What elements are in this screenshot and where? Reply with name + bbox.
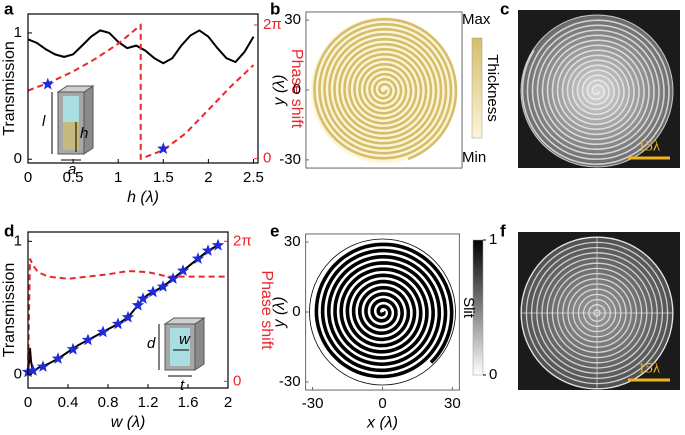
- y2-tick-label: 2π: [263, 16, 282, 33]
- y-tick-label: 0: [293, 81, 301, 98]
- panel-label: f: [500, 221, 506, 240]
- y2-tick-label: 2π: [233, 232, 252, 249]
- y-tick-label: 30: [284, 11, 301, 28]
- colorbar-tick-label: 1: [489, 231, 497, 248]
- y-tick-label: 0: [292, 303, 300, 320]
- y-axis-label: Transmission: [1, 41, 18, 136]
- data-point: [136, 292, 150, 304]
- panel-label: c: [500, 0, 509, 18]
- data-point: [146, 285, 160, 298]
- data-point: [36, 360, 50, 372]
- inset-label: d: [147, 335, 156, 352]
- y-tick-label: 1: [14, 232, 22, 249]
- data-point: [26, 364, 40, 376]
- x-tick-label: -30: [302, 395, 324, 412]
- block-fill-lower: [63, 122, 79, 150]
- data-point: [157, 142, 170, 154]
- data-point: [201, 244, 215, 256]
- y-tick-label: 30: [284, 233, 301, 250]
- data-point: [166, 272, 180, 284]
- data-line: [27, 22, 255, 161]
- colorbar-label: Min: [462, 149, 486, 166]
- data-line: [27, 258, 228, 371]
- panel-label: b: [270, 0, 280, 18]
- data-point: [96, 325, 110, 338]
- colorbar-label: Max: [462, 11, 491, 28]
- block-side: [194, 317, 205, 371]
- colorbar-title: Thickness: [484, 54, 501, 122]
- inset-schematic: d w t: [147, 317, 206, 394]
- data-point: [176, 264, 190, 276]
- colorbar-tick-label: 0: [489, 366, 497, 383]
- x-tick-label: 0.8: [98, 394, 119, 411]
- spiral: [313, 17, 458, 161]
- data-point: [111, 317, 125, 330]
- y2-axis-label: Phase shift: [258, 270, 275, 350]
- x-tick-label: 1.5: [153, 169, 174, 186]
- colorbar: [471, 37, 483, 139]
- colorbar: [472, 239, 484, 376]
- y-tick-label: -30: [279, 151, 301, 168]
- data-point: [131, 298, 145, 311]
- y2-tick-label: 0: [263, 150, 271, 167]
- y-axis-label: y (λ): [271, 75, 288, 107]
- data-point: [211, 238, 225, 251]
- y2-axis-label: Phase shift: [288, 49, 305, 129]
- inset-schematic: l h a: [42, 85, 95, 178]
- inset-label: h: [80, 125, 88, 142]
- x-axis-label: h (λ): [127, 189, 159, 206]
- panel-label: d: [4, 221, 14, 240]
- photo-spiral: [521, 19, 670, 166]
- x-tick-label: 0: [378, 395, 386, 412]
- x-tick-label: 2.5: [243, 169, 264, 186]
- panel-label: a: [4, 0, 14, 18]
- x-tick-label: 2: [224, 394, 232, 411]
- y-tick-label: 0: [14, 150, 22, 167]
- x-tick-label: 30: [444, 395, 461, 412]
- data-point: [41, 77, 54, 90]
- inset-label: t: [180, 377, 185, 394]
- panel-label: e: [270, 221, 279, 240]
- x-axis-label: w (λ): [111, 414, 146, 430]
- inset-label: l: [42, 113, 46, 130]
- block-side: [83, 85, 94, 155]
- y-tick-label: -30: [279, 373, 301, 390]
- inset-label: a: [68, 161, 76, 178]
- scale-bar-label: 15λ: [638, 138, 661, 154]
- x-tick-label: 1.6: [178, 394, 199, 411]
- colorbar-title: Slit: [460, 297, 477, 319]
- x-tick-label: 0: [24, 169, 32, 186]
- data-point: [66, 342, 80, 355]
- x-tick-label: 0: [24, 394, 32, 411]
- x-tick-label: 2: [204, 169, 212, 186]
- spiral: [314, 242, 454, 379]
- y-axis-label: Transmission: [1, 263, 18, 358]
- y-axis-label: y (λ): [271, 297, 288, 329]
- data-point: [51, 352, 65, 364]
- x-tick-label: 1: [114, 169, 122, 186]
- x-tick-label: 0.4: [58, 394, 79, 411]
- x-tick-label: 1.2: [138, 394, 159, 411]
- data-point: [121, 310, 135, 323]
- data-point: [191, 252, 205, 264]
- y2-tick-label: 0: [233, 372, 241, 389]
- y-tick-label: 0: [14, 366, 22, 383]
- plot-frame: [27, 231, 229, 389]
- plot-frame: [27, 13, 259, 164]
- data-point: [81, 333, 95, 346]
- inset-label: w: [179, 331, 191, 348]
- scale-bar-label: 15λ: [638, 360, 661, 376]
- x-axis-label: x (λ): [366, 414, 398, 430]
- block-fill: [170, 328, 190, 366]
- x-tick-label: 0.5: [63, 169, 84, 186]
- data-point: [156, 280, 170, 292]
- y-tick-label: 1: [14, 24, 22, 41]
